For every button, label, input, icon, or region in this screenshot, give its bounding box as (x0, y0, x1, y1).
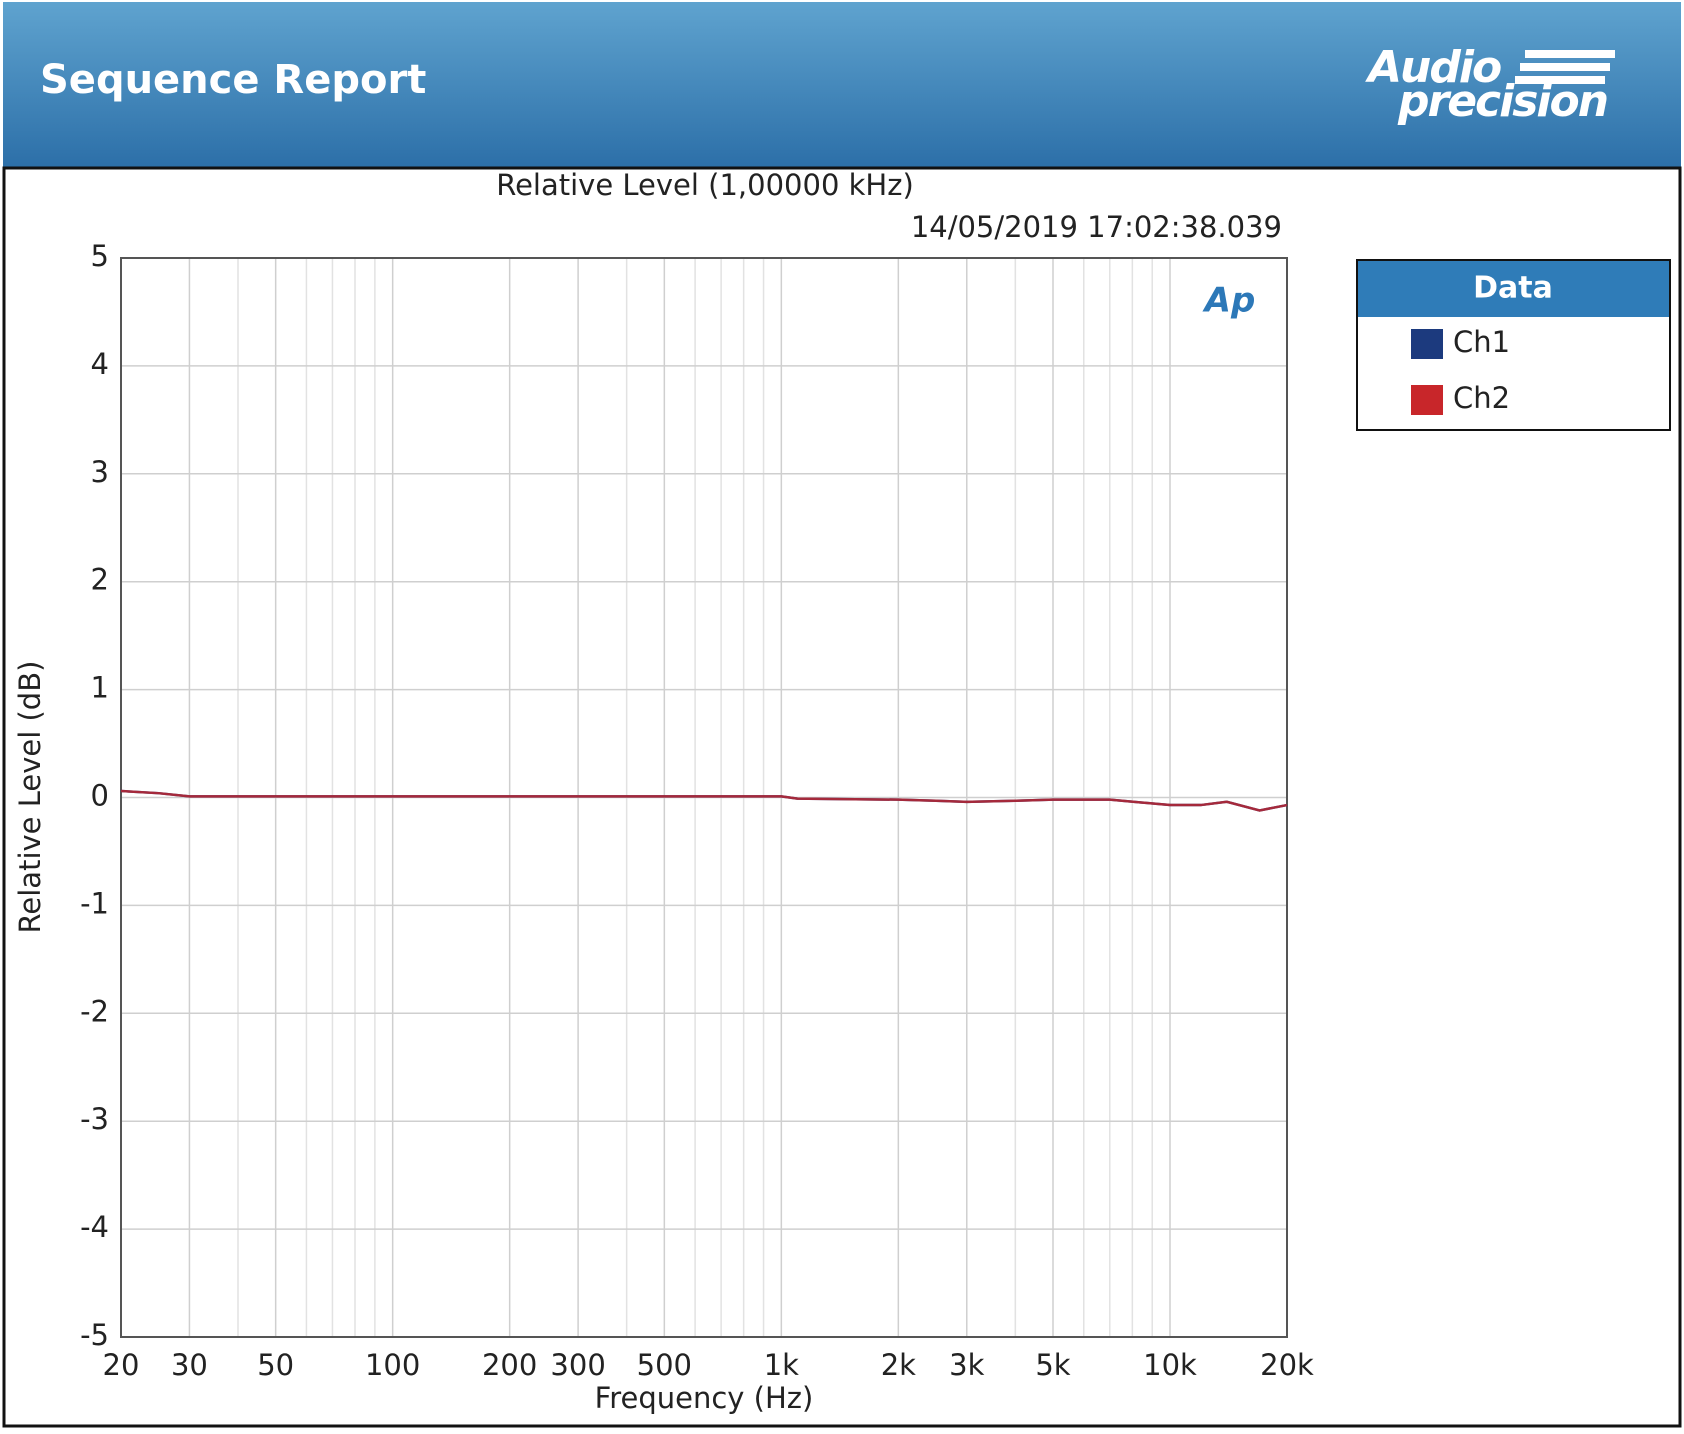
y-tick-label: 1 (91, 671, 109, 705)
header-bar (3, 2, 1681, 168)
x-tick-label: 20k (1260, 1348, 1314, 1382)
y-tick-label: 4 (91, 347, 109, 381)
legend-swatch (1411, 385, 1443, 415)
logo-text: Audio (1365, 42, 1501, 93)
legend-label: Ch1 (1453, 325, 1510, 359)
y-axis-label: Relative Level (dB) (13, 661, 47, 934)
y-tick-label: 5 (91, 239, 109, 273)
y-tick-label: -2 (80, 994, 109, 1028)
legend-header (1358, 261, 1669, 317)
chart-title: Relative Level (1,00000 kHz) (496, 168, 914, 202)
x-tick-label: 1k (764, 1348, 799, 1382)
data-line (120, 789, 1288, 812)
chart-subtitle: 14/05/2019 17:02:38.039 (911, 210, 1282, 244)
y-tick-label: -1 (80, 886, 109, 920)
x-tick-label: 5k (1035, 1348, 1070, 1382)
x-tick-label: 20 (103, 1348, 140, 1382)
legend: Data Ch1 Ch2 (1356, 259, 1671, 431)
x-axis-label: Frequency (Hz) (595, 1381, 814, 1415)
logo-text: precision (1397, 76, 1607, 127)
x-tick-label: 500 (637, 1348, 692, 1382)
grid (120, 257, 1288, 1338)
logo-bars (1515, 50, 1615, 84)
plot-border (120, 257, 1288, 1338)
y-tick-label: 3 (91, 455, 109, 489)
x-tick-label: 100 (365, 1348, 420, 1382)
y-tick-label: -4 (80, 1210, 109, 1244)
x-tick-label: 2k (881, 1348, 916, 1382)
x-tick-label: 30 (171, 1348, 208, 1382)
legend-label: Ch2 (1453, 381, 1510, 415)
x-tick-label: 10k (1143, 1348, 1197, 1382)
y-tick-label: -5 (80, 1318, 109, 1352)
watermark: Ap (1202, 281, 1256, 321)
y-tick-label: 2 (91, 563, 109, 597)
legend-swatch (1411, 329, 1443, 359)
x-tick-label: 3k (949, 1348, 984, 1382)
y-tick-label: -3 (80, 1102, 109, 1136)
x-tick-label: 300 (550, 1348, 605, 1382)
legend-title: Data (1473, 271, 1553, 306)
frame (2, 166, 1682, 1428)
x-tick-label: 200 (482, 1348, 537, 1382)
header-title: Sequence Report (40, 57, 426, 103)
y-tick-label: 0 (91, 779, 109, 813)
x-tick-label: 50 (257, 1348, 294, 1382)
